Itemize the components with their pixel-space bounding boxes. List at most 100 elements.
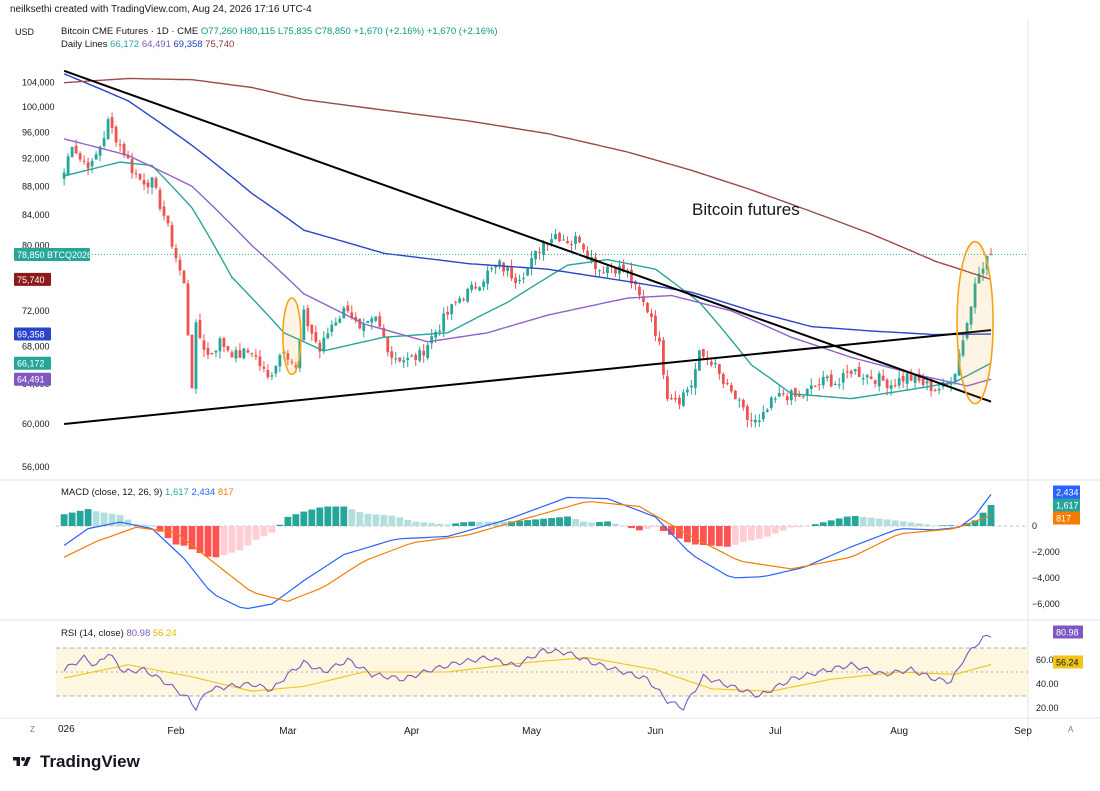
macd-histogram-bar	[460, 522, 468, 526]
macd-histogram-bar	[348, 509, 356, 526]
macd-histogram-bar	[731, 526, 739, 545]
macd-histogram-bar	[763, 526, 771, 537]
candle-body	[817, 384, 821, 386]
candle-body	[378, 316, 382, 327]
macd-badge	[1053, 511, 1080, 525]
tradingview-brand[interactable]: TradingView	[10, 752, 140, 772]
candle-body	[286, 353, 290, 360]
candle-body	[869, 376, 873, 380]
macd-histogram-bar	[676, 526, 683, 539]
ma-value-2: 64,491	[141, 39, 171, 50]
created-by-text: neilksethi created with TradingView.com,…	[10, 4, 312, 15]
candle-body	[897, 378, 901, 386]
rsi-ma-value: 56.24	[152, 628, 177, 639]
macd-histogram-bar	[428, 523, 436, 526]
candle-body	[326, 333, 330, 339]
macd-histogram-bar	[76, 510, 84, 526]
macd-histogram-bar	[268, 526, 276, 533]
macd-histogram-bar	[380, 515, 388, 526]
price-badge	[14, 272, 51, 286]
candle-body	[709, 361, 713, 365]
candle-body	[885, 379, 889, 389]
macd-histogram-bar	[300, 511, 308, 526]
candle-body	[797, 395, 801, 397]
candle-body	[266, 369, 270, 378]
moving-average-line-2	[63, 138, 992, 387]
candle-body	[905, 373, 909, 384]
macd-histogram-bar	[596, 521, 603, 526]
candle-body	[194, 322, 198, 390]
macd-histogram-bar	[931, 525, 939, 526]
macd-histogram-bar	[548, 517, 555, 526]
candle-body	[642, 296, 645, 302]
candle-body	[953, 373, 957, 382]
candle-body	[106, 119, 110, 139]
time-tick-label: May	[522, 726, 541, 737]
macd-histogram-bar	[787, 526, 795, 528]
price-tick-label: 92,000	[22, 154, 50, 164]
candle-body	[66, 156, 70, 175]
candle-body	[234, 350, 238, 359]
macd-histogram-bar	[340, 506, 348, 526]
macd-histogram-bar	[939, 525, 947, 526]
price-tick-label: 56,000	[22, 462, 50, 472]
candle-body	[410, 355, 414, 357]
axis-corner-right[interactable]: A	[1068, 725, 1074, 734]
macd-histogram-bar	[883, 519, 891, 526]
ma-legend[interactable]: Daily Lines 66,172 64,491 69,358 75,740	[61, 39, 234, 50]
candle-body	[973, 283, 977, 308]
macd-histogram-bar	[827, 520, 835, 526]
price-badge	[14, 356, 51, 370]
price-tick-label: 88,000	[22, 181, 50, 191]
candle-body	[701, 349, 705, 357]
macd-histogram-bar	[691, 526, 699, 545]
macd-histogram-bar	[516, 520, 523, 526]
price-tick-label: 84,000	[22, 210, 50, 220]
candle-body	[761, 412, 765, 420]
trendline-2	[64, 329, 992, 425]
chart-annotation: Bitcoin futures	[692, 200, 800, 219]
macd-legend[interactable]: MACD (close, 12, 26, 9) 1,617 2,434 817	[61, 487, 234, 498]
candle-body	[654, 315, 657, 336]
macd-histogram-bar	[923, 524, 931, 526]
axis-year-label: 026	[58, 724, 75, 735]
macd-histogram-bar	[260, 526, 268, 537]
macd-histogram-bar	[84, 509, 92, 526]
axis-corner-left[interactable]: Z	[30, 725, 35, 734]
candle-body	[74, 145, 78, 154]
candle-body	[721, 373, 725, 384]
ohlc-open: O77,260	[200, 26, 238, 37]
candle-body	[346, 305, 350, 312]
time-tick-label: Feb	[167, 726, 185, 737]
symbol-legend[interactable]: Bitcoin CME Futures · 1D · CME O77,260 H…	[61, 26, 498, 37]
macd-histogram-bar	[244, 526, 252, 546]
macd-histogram-bar	[851, 516, 859, 526]
candle-body	[158, 189, 162, 209]
candle-body	[478, 287, 482, 291]
candle-body	[737, 399, 741, 401]
candle-body	[262, 366, 266, 369]
macd-histogram-bar	[947, 525, 955, 526]
ohlc-close: C78,850	[314, 26, 351, 37]
candle-body	[837, 384, 841, 386]
candle-body	[717, 364, 721, 374]
candle-body	[350, 312, 354, 319]
rsi-legend[interactable]: RSI (14, close) 80.98 56.24	[61, 628, 177, 639]
candle-body	[530, 258, 533, 269]
price-badge-label: 66,172	[17, 359, 45, 369]
candle-body	[502, 262, 506, 272]
candle-body	[658, 337, 661, 342]
macd-tick-label: −4,000	[1032, 573, 1060, 583]
price-tick-label: 72,000	[22, 306, 50, 316]
price-badges: 78,850 BTCQ2026 75,740 69,358 66,172 64,491	[14, 247, 92, 386]
macd-signal-line	[63, 501, 992, 603]
candle-body	[386, 336, 390, 353]
macd-histogram-bar	[180, 526, 188, 546]
macd-badge	[1053, 485, 1080, 499]
candle-body	[965, 322, 969, 339]
currency-button[interactable]: USD	[12, 26, 38, 38]
macd-hist-value: 1,617	[165, 487, 189, 498]
candle-body	[302, 309, 306, 341]
rsi-legend-label: RSI (14, close)	[61, 628, 124, 639]
